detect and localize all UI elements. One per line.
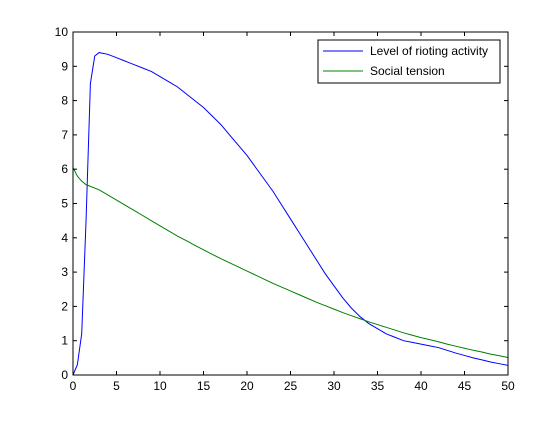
- x-tick-label: 25: [284, 379, 298, 393]
- y-tick-label: 0: [61, 368, 68, 382]
- series-layer: [72, 52, 509, 376]
- series-line-0: [72, 52, 509, 376]
- y-tick-label: 5: [61, 197, 68, 211]
- y-tick-label: 2: [61, 299, 68, 313]
- legend-label-rioting: Level of rioting activity: [370, 44, 488, 58]
- x-tick-label: 30: [327, 379, 341, 393]
- plot-area: [73, 32, 508, 375]
- y-tick-label: 4: [61, 231, 68, 245]
- y-tick-label: 6: [61, 162, 68, 176]
- y-tick-label: 10: [55, 25, 69, 39]
- y-tick-label: 3: [61, 265, 68, 279]
- x-tick-label: 40: [414, 379, 428, 393]
- x-tick-label: 35: [371, 379, 385, 393]
- legend: Level of rioting activity Social tension: [317, 39, 501, 84]
- y-tick-label: 8: [61, 94, 68, 108]
- x-tick-label: 50: [501, 379, 515, 393]
- x-axis: 0 5 10 15 20 25 30 35 40 45 50: [70, 32, 515, 393]
- y-tick-label: 7: [61, 128, 68, 142]
- y-tick-label: 1: [61, 334, 68, 348]
- legend-box: [317, 39, 501, 84]
- series-line-1: [72, 167, 509, 359]
- x-tick-label: 20: [240, 379, 254, 393]
- y-axis: 0 1 2 3 4 5 6 7 8 9 10: [55, 25, 508, 382]
- legend-label-tension: Social tension: [370, 64, 445, 78]
- x-tick-label: 0: [70, 379, 77, 393]
- x-tick-label: 45: [458, 379, 472, 393]
- y-tick-label: 9: [61, 59, 68, 73]
- x-tick-label: 5: [113, 379, 120, 393]
- x-tick-label: 10: [153, 379, 167, 393]
- x-tick-label: 15: [197, 379, 211, 393]
